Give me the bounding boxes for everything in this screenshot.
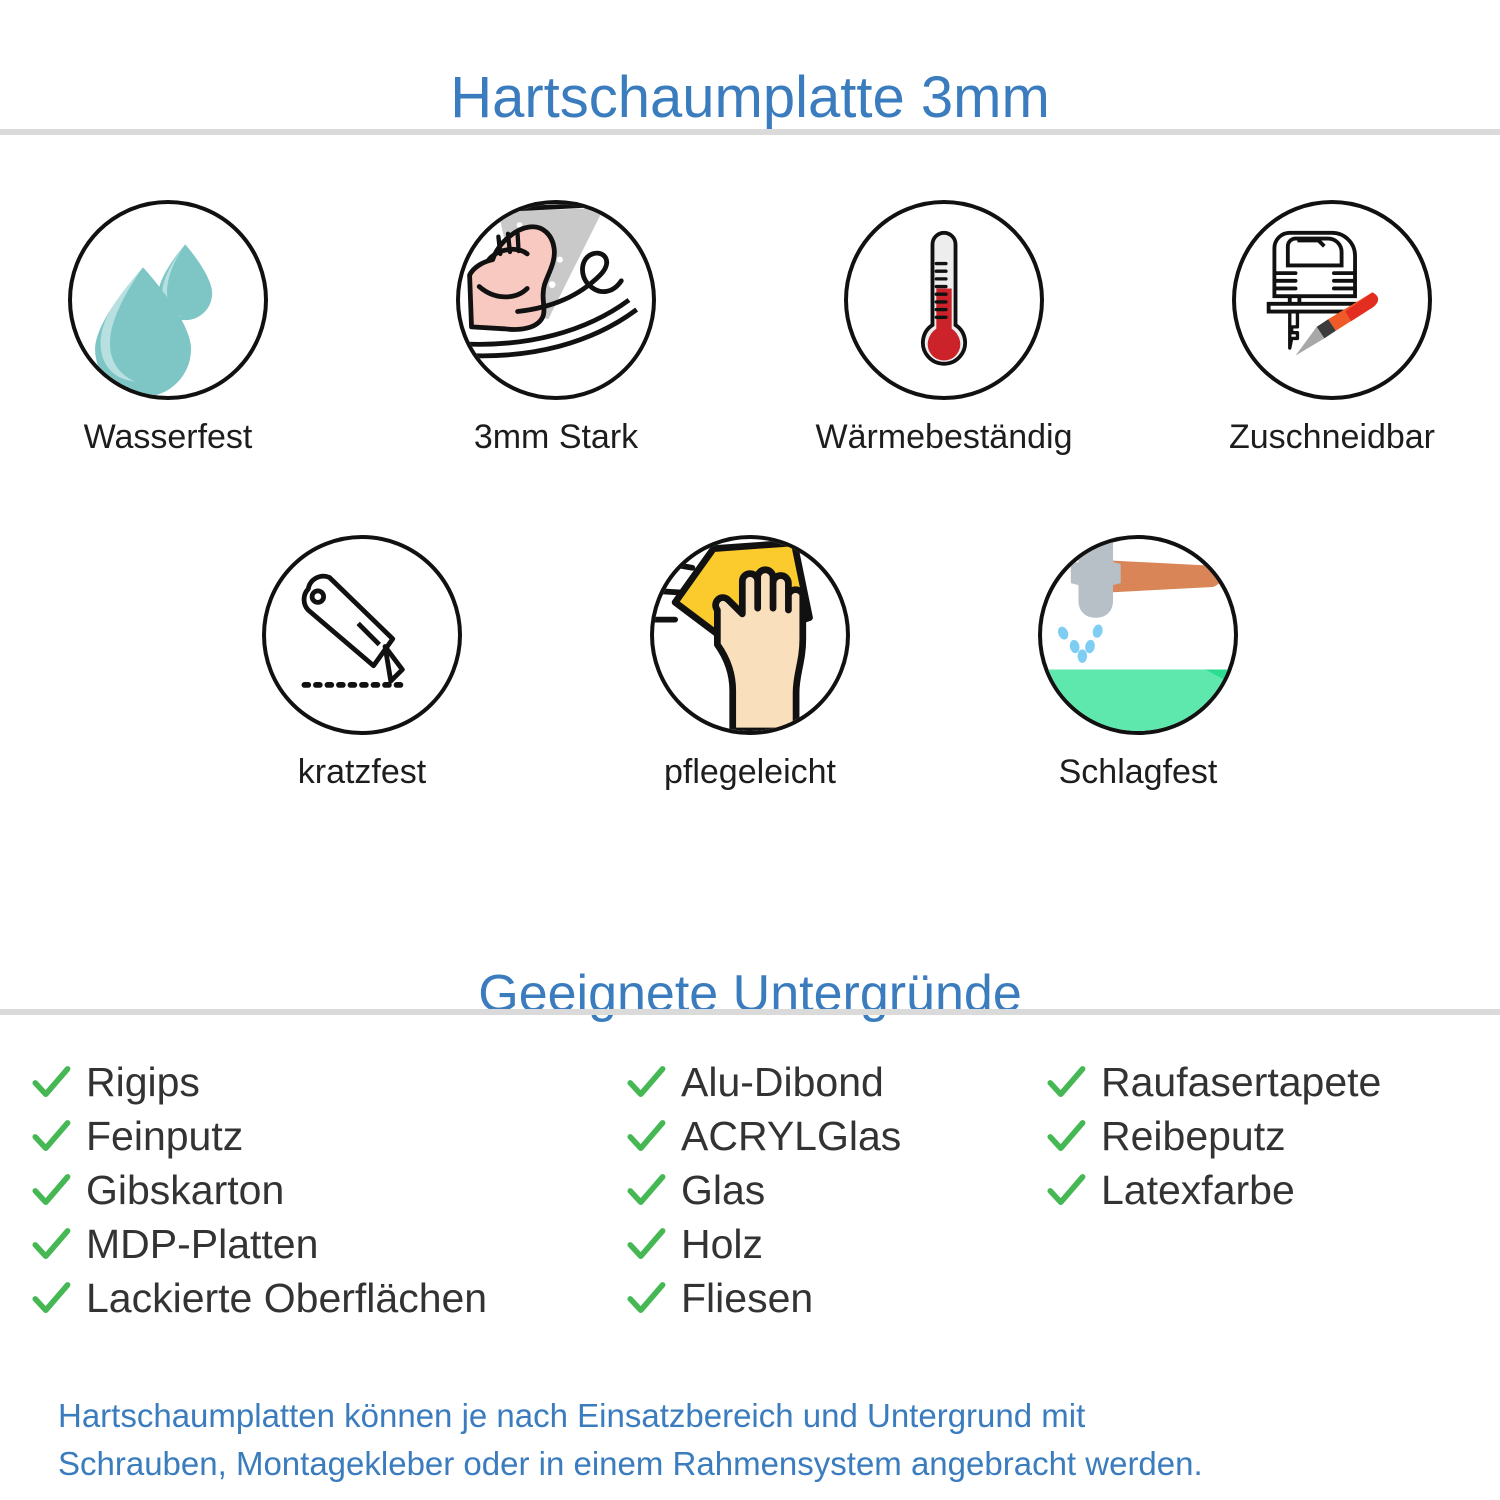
page-title: Hartschaumplatte 3mm (450, 64, 1050, 130)
feature-zuschneidbar: Zuschneidbar (1192, 200, 1472, 457)
list-item-label: Rigips (86, 1058, 200, 1105)
list-item: Lackierte Oberflächen (30, 1271, 625, 1325)
list-item-label: Glas (681, 1166, 766, 1213)
feature-schlagfest: Schlagfest (998, 535, 1278, 792)
feature-3mm-stark: 3mm Stark (416, 200, 696, 457)
check-icon (627, 1228, 666, 1260)
feature-label: Schlagfest (1058, 753, 1218, 791)
water-drops-icon (68, 200, 268, 400)
check-icon (627, 1120, 666, 1152)
check-icon (627, 1282, 666, 1314)
list-item-label: Holz (681, 1220, 764, 1267)
list-item-label: Reibeputz (1101, 1112, 1286, 1159)
footer-line-2: Schrauben, Montagekleber oder in einem R… (58, 1444, 1203, 1482)
list-item: ACRYLGlas (625, 1109, 1045, 1163)
list-item: MDP-Platten (30, 1217, 625, 1271)
list-item: Alu-Dibond (625, 1055, 1045, 1109)
check-icon (32, 1282, 71, 1314)
list-item-label: Raufasertapete (1101, 1058, 1382, 1105)
jigsaw-and-knife-icon (1232, 200, 1432, 400)
list-item-label: Feinputz (86, 1112, 244, 1159)
check-icon (1047, 1120, 1086, 1152)
list-item-label: Gibskarton (86, 1166, 285, 1213)
list-item-label: Lackierte Oberflächen (86, 1274, 488, 1321)
check-icon (1047, 1174, 1086, 1206)
list-item-label: Fliesen (681, 1274, 814, 1321)
feature-label: 3mm Stark (473, 418, 639, 456)
feature-row-top: Wasserfest (0, 200, 1500, 457)
feature-kratzfest: kratzfest (222, 535, 502, 792)
check-icon (1047, 1066, 1086, 1098)
check-icon (627, 1174, 666, 1206)
check-icon (627, 1066, 666, 1098)
divider-middle (0, 1009, 1500, 1015)
list-item-label: MDP-Platten (86, 1220, 319, 1267)
list-item: Rigips (30, 1055, 625, 1109)
feature-label: Zuschneidbar (1228, 418, 1435, 456)
feature-pflegeleicht: pflegeleicht (610, 535, 890, 792)
feature-label: Wasserfest (83, 418, 253, 456)
list-item: Reibeputz (1045, 1109, 1475, 1163)
hand-wiping-cloth-icon (650, 535, 850, 735)
footer-note: Hartschaumplatten können je nach Einsatz… (58, 1392, 1458, 1488)
feature-wasserfest: Wasserfest (28, 200, 308, 457)
feature-label: kratzfest (297, 753, 427, 791)
hammer-impact-icon (1038, 535, 1238, 735)
check-icon (32, 1174, 71, 1206)
check-icon (32, 1228, 71, 1260)
feature-waermebestaendig: Wärmebeständig (804, 200, 1084, 457)
list-item: Latexfarbe (1045, 1163, 1475, 1217)
check-icon (32, 1120, 71, 1152)
substrate-column-3: Raufasertapete Reibeputz Latexfarbe (1045, 1055, 1475, 1217)
list-item: Feinputz (30, 1109, 625, 1163)
list-item-label: ACRYLGlas (681, 1112, 902, 1159)
cutter-scratch-icon (262, 535, 462, 735)
list-item-label: Alu-Dibond (681, 1058, 884, 1105)
thermometer-icon (844, 200, 1044, 400)
feature-row-bottom: kratzfest pflegeleicht (0, 535, 1500, 792)
list-item: Glas (625, 1163, 1045, 1217)
substrate-checklist: Rigips Feinputz Gibskarton MDP-Platten L… (30, 1055, 1480, 1325)
substrate-column-1: Rigips Feinputz Gibskarton MDP-Platten L… (30, 1055, 625, 1325)
footer-line-1: Hartschaumplatten können je nach Einsatz… (58, 1397, 1086, 1434)
list-item: Raufasertapete (1045, 1055, 1475, 1109)
list-item-label: Latexfarbe (1101, 1166, 1295, 1213)
list-item: Fliesen (625, 1271, 1045, 1325)
list-item: Gibskarton (30, 1163, 625, 1217)
feature-label: pflegeleicht (663, 753, 836, 791)
divider-top (0, 129, 1500, 135)
feature-label: Wärmebeständig (815, 418, 1073, 456)
list-item: Holz (625, 1217, 1045, 1271)
substrate-column-2: Alu-Dibond ACRYLGlas Glas Holz Fliesen (625, 1055, 1045, 1325)
flexing-arm-icon (456, 200, 656, 400)
check-icon (32, 1066, 71, 1098)
